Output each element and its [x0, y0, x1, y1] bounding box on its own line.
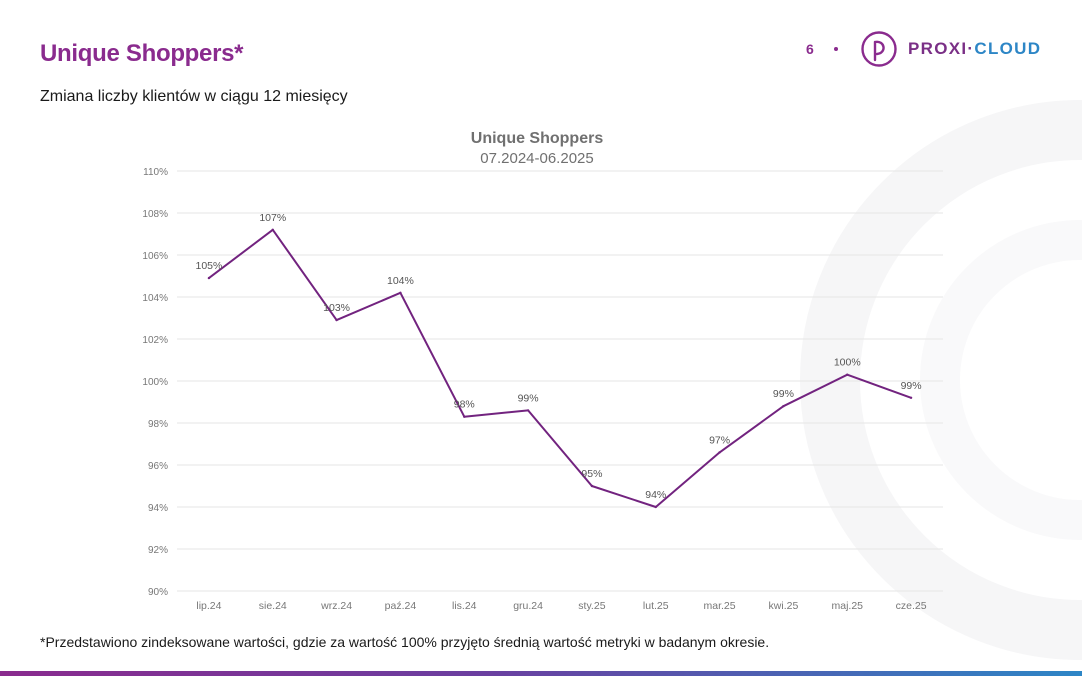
- y-tick-label: 90%: [148, 587, 168, 598]
- data-label: 95%: [581, 468, 602, 480]
- data-point: [654, 505, 657, 509]
- data-point: [718, 451, 721, 454]
- x-tick-label: sty.25: [578, 600, 605, 612]
- x-tick-label: lip.24: [196, 600, 221, 612]
- x-tick-label: gru.24: [513, 600, 543, 612]
- data-label: 100%: [834, 357, 861, 369]
- x-tick-label: lut.25: [643, 600, 669, 612]
- data-label: 103%: [323, 302, 350, 314]
- y-axis-ticks: 90% 92% 94% 96% 98% 100% 102% 104% 106% 108% 110%: [142, 167, 168, 598]
- y-tick-label: 100%: [142, 377, 168, 388]
- data-point: [909, 396, 913, 399]
- data-point: [526, 409, 530, 412]
- data-label: 99%: [518, 392, 539, 404]
- data-point: [846, 373, 849, 376]
- page-subtitle: Zmiana liczby klientów w ciągu 12 miesię…: [40, 88, 348, 105]
- x-tick-label: mar.25: [704, 600, 736, 612]
- x-tick-label: cze.25: [896, 600, 927, 612]
- page-number: 6: [806, 41, 814, 57]
- data-label: 104%: [387, 275, 414, 287]
- data-point: [590, 484, 594, 488]
- data-label: 98%: [454, 399, 475, 411]
- data-label: 99%: [901, 380, 922, 392]
- data-labels: 105% 107% 103% 104% 98% 99% 95% 94% 97% 99% 100% 99…: [195, 212, 921, 501]
- x-tick-label: sie.24: [259, 600, 287, 612]
- data-point: [335, 318, 338, 322]
- chart-gridlines: [177, 170, 943, 592]
- logo-text-cloud: CLOUD: [974, 39, 1042, 58]
- page-title: Unique Shoppers*: [40, 40, 244, 67]
- chart-title: Unique Shoppers: [471, 130, 604, 147]
- y-tick-label: 110%: [143, 167, 168, 178]
- y-tick-label: 94%: [148, 503, 168, 514]
- x-tick-label: wrz.24: [320, 600, 352, 612]
- x-tick-label: maj.25: [831, 600, 863, 612]
- chart-series: [207, 228, 913, 509]
- y-tick-label: 104%: [142, 293, 168, 304]
- data-label: 107%: [259, 212, 286, 224]
- y-tick-label: 106%: [142, 251, 168, 262]
- proxi-logo-icon: [861, 31, 897, 67]
- logo-text-proxi: PROXI·: [908, 39, 975, 58]
- y-tick-label: 98%: [148, 419, 168, 430]
- data-point: [399, 291, 402, 294]
- footnote: *Przedstawiono zindeksowane wartości, gd…: [40, 634, 770, 650]
- data-label: 99%: [773, 388, 794, 400]
- x-tick-label: paź.24: [385, 600, 417, 612]
- y-tick-label: 108%: [142, 209, 168, 220]
- separator-dot: [834, 47, 838, 51]
- data-label: 94%: [645, 489, 666, 501]
- y-tick-label: 96%: [148, 461, 168, 472]
- series-line: [208, 228, 912, 508]
- data-point: [271, 228, 274, 231]
- x-tick-label: kwi.25: [769, 600, 799, 612]
- data-point: [207, 276, 211, 280]
- chart-subtitle: 07.2024-06.2025: [480, 150, 593, 167]
- x-axis-ticks: lip.24 sie.24 wrz.24 paź.24 lis.24 gru.24 sty.…: [196, 600, 926, 612]
- data-label: 97%: [709, 434, 730, 446]
- y-tick-label: 102%: [142, 335, 168, 346]
- x-tick-label: lis.24: [452, 600, 477, 612]
- line-chart: Unique Shoppers 07.2024-06.2025 90% 92% 94…: [142, 130, 943, 612]
- data-point: [463, 415, 466, 418]
- y-tick-label: 92%: [148, 545, 168, 556]
- bottom-gradient-bar: [0, 671, 1082, 676]
- data-point: [782, 405, 785, 408]
- data-label: 105%: [195, 260, 222, 272]
- logo-wordmark: PROXI·CLOUD: [908, 39, 1041, 59]
- proxi-cloud-logo: PROXI·CLOUD: [860, 30, 1041, 68]
